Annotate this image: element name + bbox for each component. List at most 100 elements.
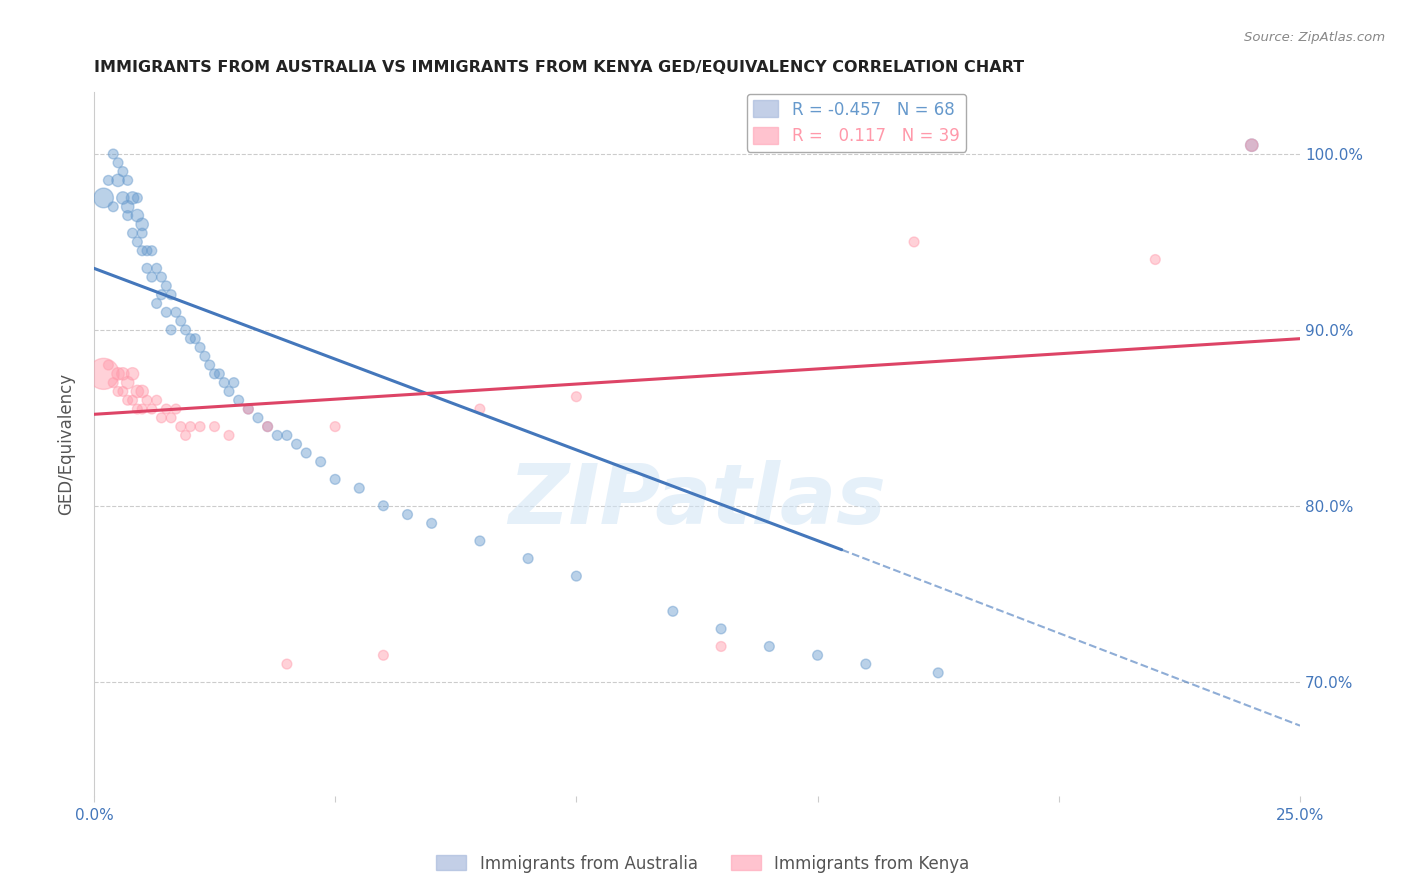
- Point: [662, 604, 685, 618]
- Point: [160, 323, 183, 337]
- Point: [165, 402, 187, 417]
- Point: [155, 305, 177, 319]
- Point: [127, 235, 149, 249]
- Point: [165, 305, 187, 319]
- Point: [188, 341, 211, 355]
- Point: [150, 287, 173, 301]
- Point: [565, 569, 588, 583]
- Point: [295, 446, 318, 460]
- Y-axis label: GED/Equivalency: GED/Equivalency: [58, 373, 75, 516]
- Point: [145, 393, 167, 408]
- Point: [212, 376, 235, 390]
- Point: [222, 376, 245, 390]
- Point: [127, 191, 149, 205]
- Point: [174, 323, 197, 337]
- Point: [131, 226, 153, 240]
- Point: [188, 419, 211, 434]
- Point: [373, 499, 395, 513]
- Point: [285, 437, 308, 451]
- Point: [107, 155, 129, 169]
- Point: [204, 367, 226, 381]
- Point: [806, 648, 828, 663]
- Point: [266, 428, 288, 442]
- Point: [256, 419, 278, 434]
- Point: [228, 393, 250, 408]
- Point: [136, 393, 159, 408]
- Point: [396, 508, 419, 522]
- Point: [131, 384, 153, 399]
- Point: [246, 410, 269, 425]
- Text: ZIPatlas: ZIPatlas: [508, 460, 886, 541]
- Point: [107, 367, 129, 381]
- Point: [194, 349, 217, 363]
- Point: [111, 384, 134, 399]
- Point: [127, 384, 149, 399]
- Legend: R = -0.457   N = 68, R =   0.117   N = 39: R = -0.457 N = 68, R = 0.117 N = 39: [747, 94, 966, 152]
- Point: [97, 358, 120, 372]
- Point: [97, 173, 120, 187]
- Point: [127, 402, 149, 417]
- Point: [160, 287, 183, 301]
- Point: [117, 209, 139, 223]
- Point: [276, 657, 298, 671]
- Point: [155, 279, 177, 293]
- Point: [117, 173, 139, 187]
- Point: [927, 665, 949, 680]
- Point: [517, 551, 540, 566]
- Point: [141, 270, 163, 285]
- Point: [145, 261, 167, 276]
- Point: [238, 402, 260, 417]
- Point: [309, 455, 332, 469]
- Point: [121, 226, 143, 240]
- Legend: Immigrants from Australia, Immigrants from Kenya: Immigrants from Australia, Immigrants fr…: [430, 848, 976, 880]
- Point: [121, 367, 143, 381]
- Point: [145, 296, 167, 310]
- Point: [179, 419, 201, 434]
- Point: [136, 261, 159, 276]
- Point: [170, 419, 193, 434]
- Point: [218, 428, 240, 442]
- Point: [903, 235, 925, 249]
- Point: [758, 640, 780, 654]
- Point: [1240, 138, 1263, 153]
- Point: [155, 402, 177, 417]
- Point: [276, 428, 298, 442]
- Point: [179, 332, 201, 346]
- Point: [710, 640, 733, 654]
- Point: [150, 410, 173, 425]
- Point: [121, 191, 143, 205]
- Point: [103, 147, 125, 161]
- Point: [373, 648, 395, 663]
- Point: [93, 367, 115, 381]
- Point: [107, 173, 129, 187]
- Point: [208, 367, 231, 381]
- Point: [121, 393, 143, 408]
- Point: [1144, 252, 1167, 267]
- Point: [127, 209, 149, 223]
- Point: [349, 481, 371, 495]
- Point: [1240, 138, 1263, 153]
- Point: [111, 191, 134, 205]
- Point: [141, 402, 163, 417]
- Point: [256, 419, 278, 434]
- Point: [198, 358, 221, 372]
- Point: [238, 402, 260, 417]
- Point: [136, 244, 159, 258]
- Text: IMMIGRANTS FROM AUSTRALIA VS IMMIGRANTS FROM KENYA GED/EQUIVALENCY CORRELATION C: IMMIGRANTS FROM AUSTRALIA VS IMMIGRANTS …: [94, 60, 1024, 75]
- Point: [131, 402, 153, 417]
- Point: [141, 244, 163, 258]
- Point: [204, 419, 226, 434]
- Point: [710, 622, 733, 636]
- Point: [131, 218, 153, 232]
- Point: [184, 332, 207, 346]
- Point: [323, 472, 346, 486]
- Point: [117, 376, 139, 390]
- Point: [111, 367, 134, 381]
- Point: [150, 270, 173, 285]
- Point: [93, 191, 115, 205]
- Point: [103, 200, 125, 214]
- Point: [103, 376, 125, 390]
- Text: Source: ZipAtlas.com: Source: ZipAtlas.com: [1244, 31, 1385, 45]
- Point: [855, 657, 877, 671]
- Point: [218, 384, 240, 399]
